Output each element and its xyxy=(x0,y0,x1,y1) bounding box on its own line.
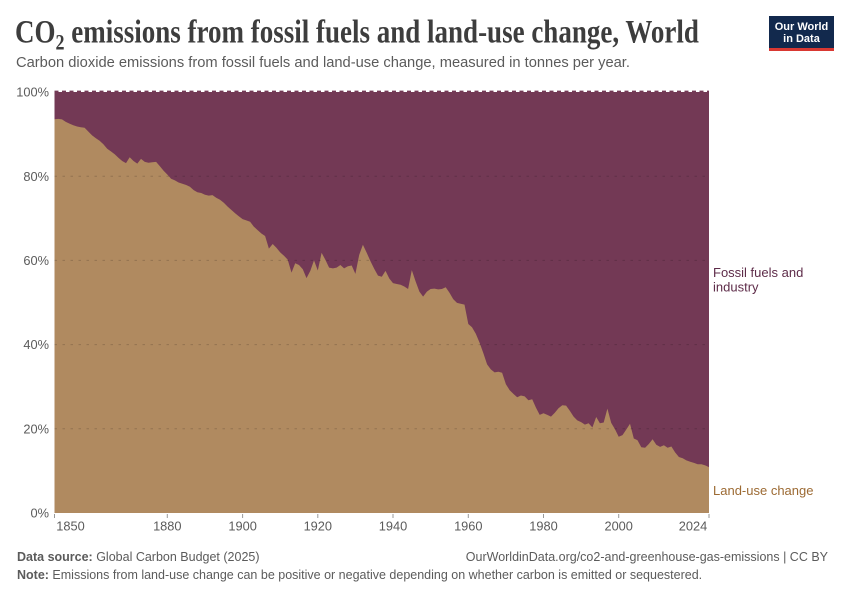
svg-text:1960: 1960 xyxy=(454,519,482,534)
svg-text:100%: 100% xyxy=(16,85,49,100)
svg-text:1850: 1850 xyxy=(56,519,84,534)
svg-text:1980: 1980 xyxy=(529,519,557,534)
svg-text:20%: 20% xyxy=(23,421,49,436)
svg-text:2024: 2024 xyxy=(679,519,707,534)
svg-text:1940: 1940 xyxy=(379,519,407,534)
svg-text:80%: 80% xyxy=(23,169,49,184)
svg-text:2000: 2000 xyxy=(604,519,632,534)
svg-text:0%: 0% xyxy=(31,506,50,521)
svg-text:industry: industry xyxy=(713,280,759,295)
svg-text:Fossil fuels and: Fossil fuels and xyxy=(713,265,803,280)
svg-text:40%: 40% xyxy=(23,337,49,352)
svg-text:1920: 1920 xyxy=(304,519,332,534)
svg-text:1880: 1880 xyxy=(153,519,181,534)
svg-text:1900: 1900 xyxy=(228,519,256,534)
svg-text:Land-use change: Land-use change xyxy=(713,483,813,498)
svg-text:60%: 60% xyxy=(23,253,49,268)
